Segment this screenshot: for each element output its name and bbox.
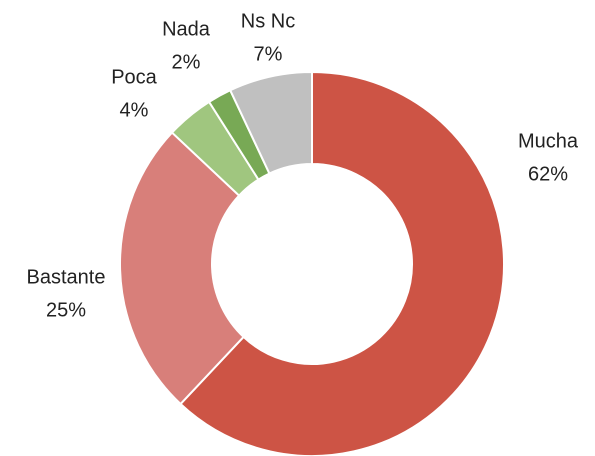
value-label: 7% [254,43,283,65]
category-label: Ns Nc [241,10,295,32]
value-label: 25% [46,299,86,321]
category-label: Poca [111,66,157,88]
category-label: Bastante [27,266,106,288]
value-label: 2% [172,51,201,73]
donut-segment [179,70,505,456]
category-label: Nada [162,18,211,40]
value-label: 4% [120,99,149,121]
value-label: 62% [528,163,568,185]
donut-segment [119,131,245,406]
donut-segment [228,70,313,175]
category-label: Mucha [518,130,579,152]
